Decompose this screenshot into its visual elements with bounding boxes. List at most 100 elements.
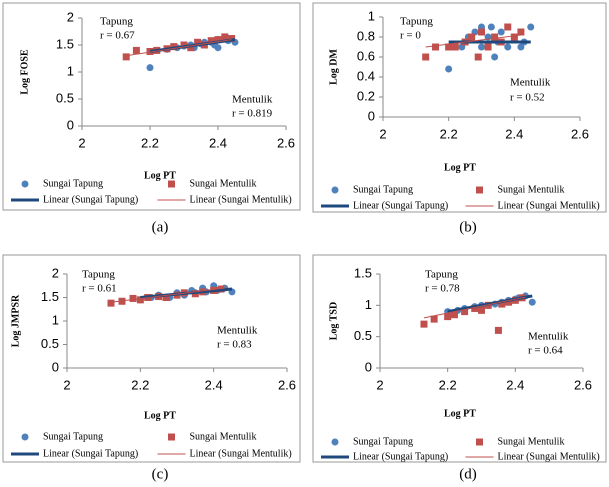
annotation: Tapung	[100, 16, 133, 28]
legend-label: Linear (Sungai Tapung)	[353, 451, 448, 462]
x-tick-label: 2.2	[439, 377, 457, 392]
y-tick-label: 0.8	[357, 28, 375, 43]
annotation: r = 0.64	[528, 345, 563, 357]
x-tick-label: 2	[376, 377, 383, 392]
legend-label: Sungai Mentulik	[190, 431, 257, 442]
panel-border	[2, 254, 301, 463]
annotation: Mentulik	[232, 94, 273, 106]
annotation: r = 0.83	[217, 339, 252, 351]
x-tick-label: 2.4	[209, 135, 227, 150]
chart-panel: 0 0.2 0.4 0.6 0.8 1 2 2.2 2.4 2.6 Log PT Log DM Tapu…	[312, 2, 607, 235]
annotation: Mentulik	[528, 331, 569, 343]
y-tick-label: 0.5	[56, 90, 74, 105]
legend-marker	[476, 186, 483, 194]
point	[187, 44, 195, 52]
point	[450, 311, 458, 319]
y-axis-label: Log FOSE	[19, 49, 30, 95]
chart-panel: 0 0.5 1 1.5 2 2 2.2 2.4 2.6 Log PT Log FOSE Tapung r…	[2, 2, 301, 235]
y-tick-label: 2	[67, 9, 74, 24]
y-axis-label: Log JMPSR	[10, 294, 21, 347]
x-axis-label: Log PT	[144, 410, 176, 421]
point	[478, 28, 485, 36]
x-tick-label: 2	[63, 377, 70, 392]
x-tick-label: 2.2	[141, 135, 159, 150]
point	[422, 53, 430, 61]
legend-marker	[331, 438, 339, 446]
point	[129, 294, 137, 302]
legend-marker	[476, 438, 483, 446]
y-tick-label: 1	[67, 63, 74, 78]
caption: (c)	[152, 466, 169, 482]
y-tick-label: 0	[365, 359, 372, 374]
legend-label: Linear (Sungai Tapung)	[353, 200, 448, 211]
point	[132, 46, 140, 54]
y-tick-label: 1	[365, 297, 372, 312]
caption: (b)	[459, 219, 477, 235]
panel-border	[312, 254, 607, 463]
point	[221, 33, 229, 41]
point	[471, 304, 479, 312]
annotation: r = 0.67	[100, 30, 135, 42]
y-tick-label: 0	[368, 108, 375, 123]
y-tick-label: 0.2	[357, 88, 375, 103]
legend-label: Linear (Sungai Mentulik)	[190, 448, 292, 459]
annotation: Mentulik	[217, 325, 258, 337]
point	[478, 43, 485, 51]
y-tick-label: 0.6	[357, 48, 375, 63]
x-tick-label: 2.4	[205, 377, 223, 392]
y-axis-label: Log DM	[328, 49, 339, 85]
x-axis-label: Log PT	[144, 170, 176, 181]
legend-label: Sungai Tapung	[353, 436, 413, 447]
point	[207, 37, 215, 45]
legend-label: Sungai Tapung	[43, 431, 103, 442]
point	[180, 41, 188, 49]
point	[498, 300, 506, 308]
point	[474, 53, 482, 61]
point	[491, 53, 499, 61]
point	[504, 43, 512, 51]
annotation: r = 0.78	[425, 283, 460, 295]
point	[468, 33, 476, 41]
legend-marker	[168, 433, 175, 441]
point	[504, 23, 512, 31]
point	[146, 64, 154, 72]
point	[122, 53, 130, 61]
x-tick-label: 2.2	[131, 377, 149, 392]
point	[494, 326, 502, 334]
legend-label: Linear (Sungai Tapung)	[43, 448, 138, 459]
point	[194, 38, 202, 46]
trend-line	[423, 296, 526, 319]
y-tick-label: 1	[368, 8, 375, 23]
annotation: r = 0.61	[82, 283, 117, 295]
y-tick-label: 0	[67, 117, 74, 132]
point	[491, 33, 499, 41]
chart-panel: 0 0.5 1 1.5 2 2.2 2.4 2.6 Log PT Log TSD Tapung r =…	[312, 254, 607, 482]
legend-label: Sungai Mentulik	[190, 178, 257, 189]
x-axis-label: Log PT	[444, 408, 476, 419]
legend-label: Linear (Sungai Mentulik)	[498, 451, 600, 462]
legend-label: Sungai Mentulik	[498, 436, 565, 447]
point	[487, 23, 495, 31]
x-tick-label: 2.6	[574, 377, 592, 392]
point	[528, 298, 536, 306]
point	[162, 294, 170, 301]
point	[484, 43, 492, 51]
point	[445, 43, 453, 51]
point	[478, 306, 485, 314]
annotation: Tapung	[400, 16, 433, 28]
legend-label: Linear (Sungai Tapung)	[43, 194, 138, 205]
point	[451, 43, 459, 51]
point	[510, 33, 518, 41]
point	[107, 299, 115, 307]
legend-label: Sungai Tapung	[353, 184, 413, 195]
y-tick-label: 0.4	[357, 68, 375, 83]
y-axis-label: Log TSD	[328, 302, 339, 340]
point	[420, 320, 428, 328]
x-tick-label: 2.6	[571, 126, 589, 141]
y-tick-label: 0.5	[354, 328, 372, 343]
legend-label: Linear (Sungai Mentulik)	[498, 200, 600, 211]
caption: (a)	[152, 219, 169, 235]
legend-label: Sungai Mentulik	[498, 184, 565, 195]
legend-marker	[331, 186, 339, 194]
panel-border	[312, 2, 607, 213]
